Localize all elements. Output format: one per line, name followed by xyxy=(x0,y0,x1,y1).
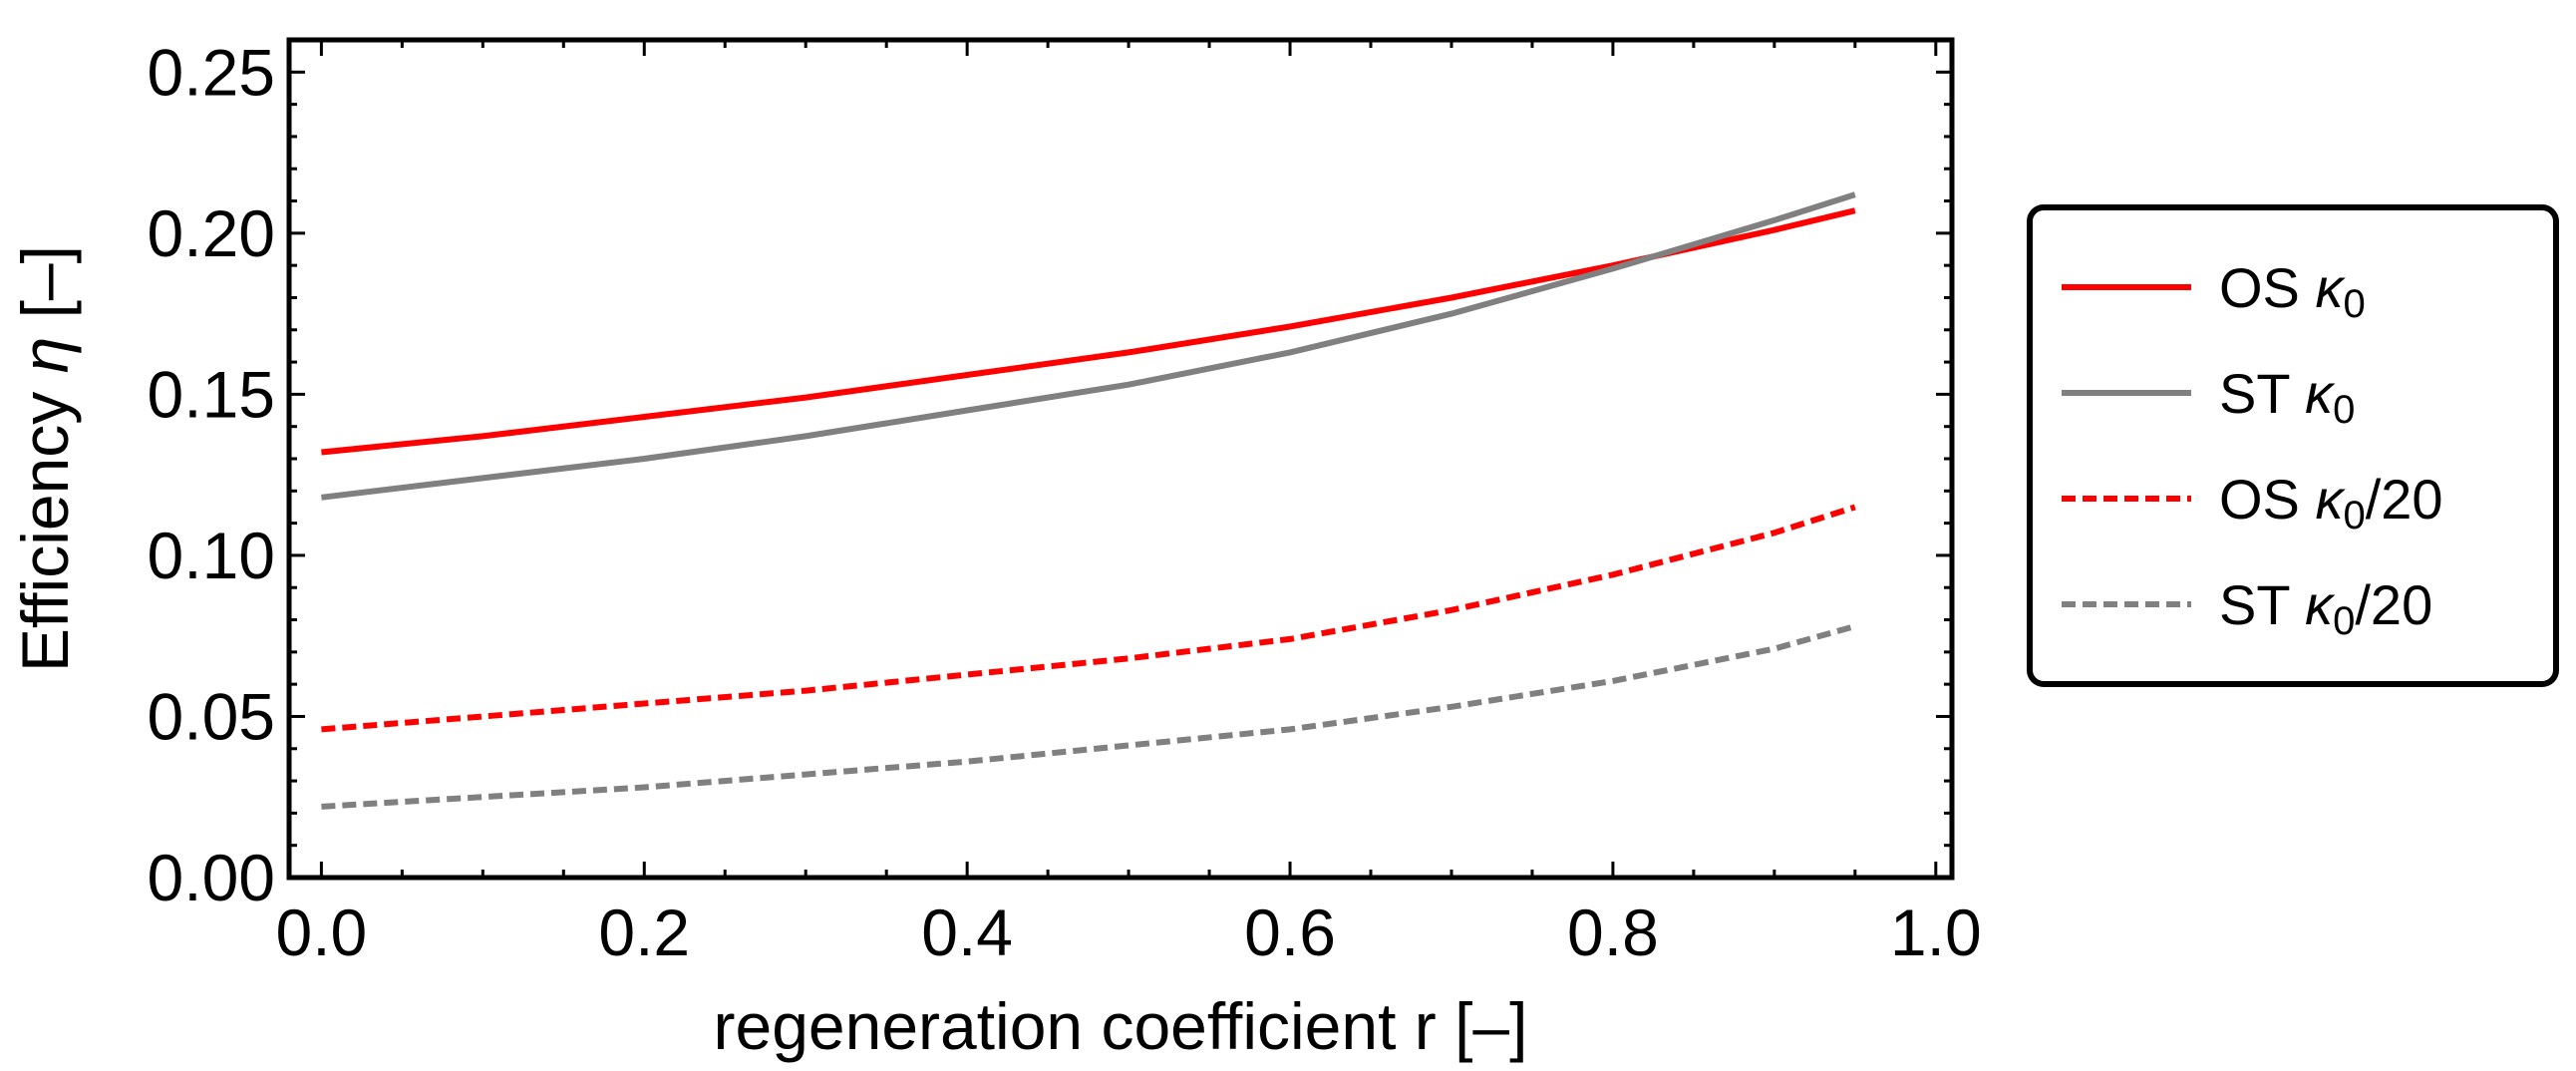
data-series xyxy=(321,191,1856,810)
legend-label-3: OS κ0/20 xyxy=(2219,468,2443,537)
series-line-2 xyxy=(321,191,1856,501)
legend-box xyxy=(2027,204,2559,687)
plot-frame xyxy=(286,37,1955,881)
plot-area xyxy=(286,37,1955,881)
x-tick-label: 0.8 xyxy=(1567,895,1659,969)
legend-label-4: ST κ0/20 xyxy=(2219,573,2432,643)
y-tick-label: 0.05 xyxy=(148,679,275,753)
series-line-3 xyxy=(321,504,1856,733)
x-tick-label: 1.0 xyxy=(1890,895,1982,969)
y-axis-label: Efficiency η [–] xyxy=(8,245,82,672)
x-tick-label: 0.0 xyxy=(276,895,368,969)
legend: OS κ0 ST κ0 OS κ0/20 ST κ0/20 xyxy=(2027,204,2559,687)
y-tick-label: 0.10 xyxy=(148,519,275,592)
y-axis-label-symbol: η xyxy=(8,337,82,374)
y-axis-label-prefix: Efficiency xyxy=(8,373,82,672)
x-tick-label: 0.4 xyxy=(921,895,1013,969)
axis-ticks: 0.0 0.2 0.4 0.6 0.8 1.0 0.00 0.05 0.10 0.15 0.20 0.… xyxy=(148,35,1982,969)
y-tick-label: 0.25 xyxy=(148,35,275,109)
series-line-4 xyxy=(321,623,1856,810)
x-tick-label: 0.2 xyxy=(598,895,690,969)
y-tick-label: 0.00 xyxy=(148,841,275,914)
x-tick-label: 0.6 xyxy=(1244,895,1336,969)
x-axis-label: regeneration coefficient r [–] xyxy=(714,989,1528,1063)
y-axis-label-suffix: [–] xyxy=(8,245,82,337)
series-line-1 xyxy=(321,207,1856,456)
y-tick-label: 0.20 xyxy=(148,196,275,270)
y-tick-label: 0.15 xyxy=(148,357,275,431)
legend-label-1: OS κ0 xyxy=(2219,256,2366,326)
legend-label-2: ST κ0 xyxy=(2219,362,2355,432)
axis-labels: regeneration coefficient r [–] Efficienc… xyxy=(8,245,1527,1063)
